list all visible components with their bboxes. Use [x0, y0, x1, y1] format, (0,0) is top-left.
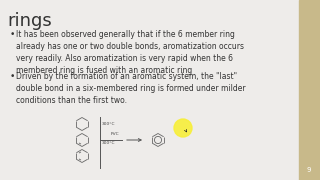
Text: •: •: [10, 30, 15, 39]
Text: Driven by the formation of an aromatic system, the "last"
double bond in a six-m: Driven by the formation of an aromatic s…: [16, 72, 246, 105]
Text: 9: 9: [307, 167, 311, 173]
Circle shape: [174, 119, 192, 137]
Text: 300°C: 300°C: [102, 141, 116, 145]
Text: PVC: PVC: [111, 132, 120, 136]
Text: •: •: [10, 72, 15, 81]
Text: 300°C: 300°C: [102, 122, 116, 126]
Bar: [299, 0, 320, 180]
Text: rings: rings: [7, 12, 52, 30]
Text: It has been observed generally that if the 6 member ring
already has one or two : It has been observed generally that if t…: [16, 30, 244, 75]
